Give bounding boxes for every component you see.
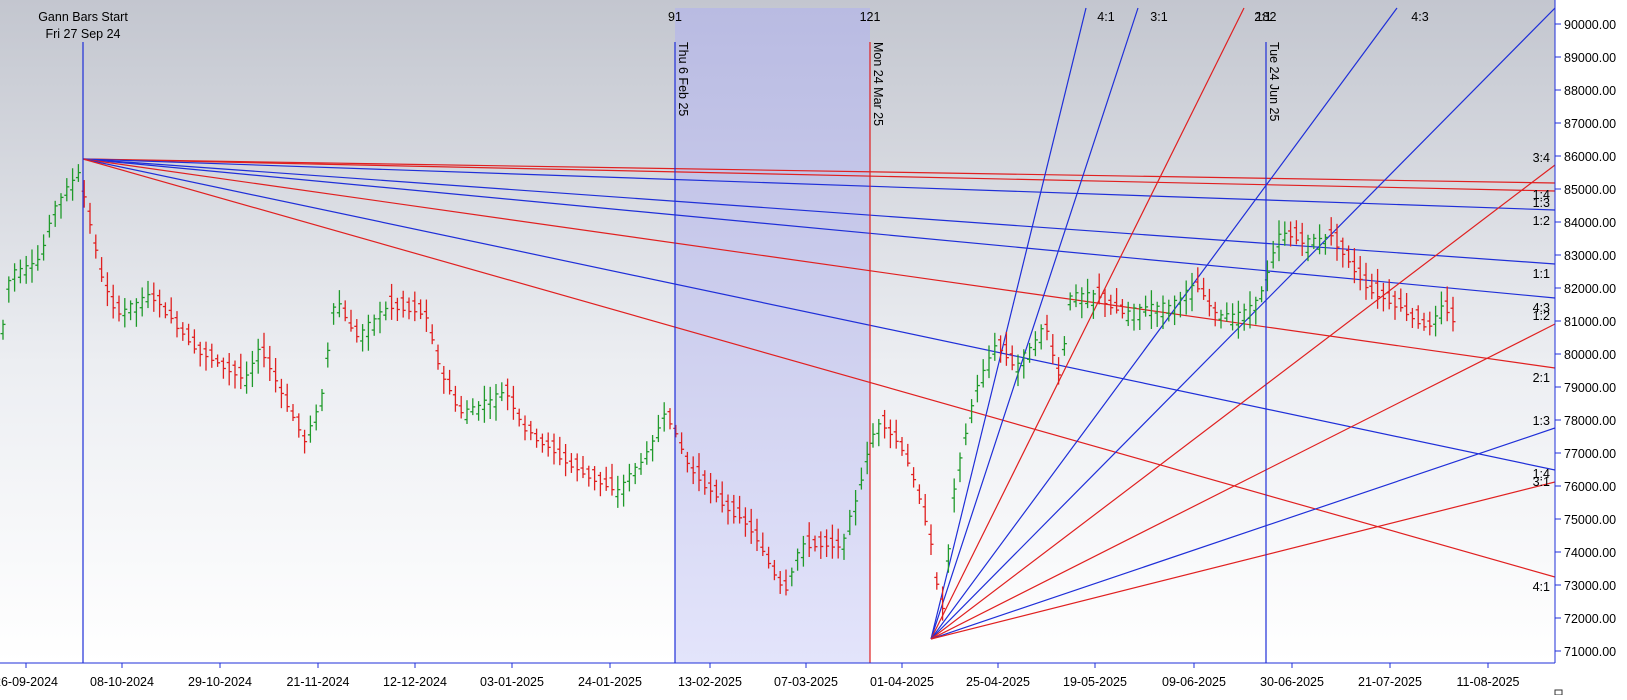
y-tick-label: 74000.00 bbox=[1564, 546, 1616, 560]
marker-date: Tue 24 Jun 25 bbox=[1267, 42, 1281, 122]
fan-line-bottom bbox=[930, 7, 1555, 640]
fan-right-label: 4:1 bbox=[1533, 580, 1550, 594]
fan-right-label: 1:4 bbox=[1533, 467, 1550, 481]
y-tick-label: 77000.00 bbox=[1564, 447, 1616, 461]
y-tick-label: 86000.00 bbox=[1564, 150, 1616, 164]
x-tick-label: 01-04-2025 bbox=[870, 675, 934, 689]
x-axis: 26-09-2024 08-10-2024 29-10-2024 21-11-2024… bbox=[0, 663, 1520, 689]
y-tick-label: 82000.00 bbox=[1564, 282, 1616, 296]
fan-line-top bbox=[82, 158, 1555, 184]
start-marker-title: Gann Bars Start bbox=[38, 10, 128, 24]
x-axis-panel bbox=[0, 663, 1627, 695]
gann-fan-lines bbox=[82, 7, 1555, 640]
fan-top-label: 4:1 bbox=[1097, 10, 1114, 24]
fan-top-label: 2:1 bbox=[1254, 10, 1271, 24]
y-tick-label: 85000.00 bbox=[1564, 183, 1616, 197]
start-marker-date: Fri 27 Sep 24 bbox=[45, 27, 120, 41]
y-tick-label: 78000.00 bbox=[1564, 414, 1616, 428]
y-tick-label: 73000.00 bbox=[1564, 579, 1616, 593]
y-axis: 90000.00 89000.00 88000.00 87000.00 86000.00… bbox=[1555, 18, 1616, 659]
fan-right-label: 3:4 bbox=[1533, 151, 1550, 165]
x-tick-label: 13-02-2025 bbox=[678, 675, 742, 689]
marker-count: 182 bbox=[1256, 10, 1277, 24]
fan-line-top bbox=[82, 158, 1555, 299]
fan-line-bottom bbox=[930, 164, 1555, 640]
y-tick-label: 80000.00 bbox=[1564, 348, 1616, 362]
x-tick-label: 03-01-2025 bbox=[480, 675, 544, 689]
y-tick-label: 83000.00 bbox=[1564, 249, 1616, 263]
y-tick-label: 75000.00 bbox=[1564, 513, 1616, 527]
fan-line-bottom bbox=[930, 481, 1555, 640]
fan-line-bottom bbox=[930, 7, 1245, 640]
fan-line-top bbox=[82, 158, 1555, 211]
fan-line-top bbox=[82, 158, 1555, 471]
marker-date: Thu 6 Feb 25 bbox=[676, 42, 690, 116]
fan-right-label: 4:3 bbox=[1533, 301, 1550, 315]
fan-right-label: 1:2 bbox=[1533, 214, 1550, 228]
x-tick-label: 19-05-2025 bbox=[1063, 675, 1127, 689]
y-tick-label: 81000.00 bbox=[1564, 315, 1616, 329]
fan-right-label: 3:1 bbox=[1533, 475, 1550, 489]
x-tick-label: 30-06-2025 bbox=[1260, 675, 1324, 689]
x-tick-label: 11-08-2025 bbox=[1456, 675, 1519, 689]
y-tick-label: 72000.00 bbox=[1564, 612, 1616, 626]
fan-right-label: 1:3 bbox=[1533, 196, 1550, 210]
x-tick-label: 21-07-2025 bbox=[1358, 675, 1422, 689]
y-tick-label: 87000.00 bbox=[1564, 117, 1616, 131]
chart-labels: Gann Bars Start Fri 27 Sep 24 91 Thu 6 Feb … bbox=[38, 10, 1550, 594]
y-tick-label: 79000.00 bbox=[1564, 381, 1616, 395]
x-tick-label: 09-06-2025 bbox=[1162, 675, 1226, 689]
fan-line-bottom bbox=[930, 7, 1087, 640]
marker-count: 121 bbox=[860, 10, 881, 24]
fan-line-bottom bbox=[930, 7, 1139, 640]
x-tick-label: 29-10-2024 bbox=[188, 675, 252, 689]
fan-right-label: 1:3 bbox=[1533, 414, 1550, 428]
marker-count: 91 bbox=[668, 10, 682, 24]
x-tick-label: 21-11-2024 bbox=[286, 675, 349, 689]
marker-date: Mon 24 Mar 25 bbox=[871, 42, 885, 126]
time-markers bbox=[82, 42, 1267, 663]
y-axis-panel bbox=[1555, 0, 1627, 695]
y-tick-label: 89000.00 bbox=[1564, 51, 1616, 65]
fan-line-top bbox=[82, 158, 1555, 192]
fan-right-label: 1:2 bbox=[1533, 309, 1550, 323]
fan-top-label: 4:3 bbox=[1411, 10, 1428, 24]
y-tick-label: 88000.00 bbox=[1564, 84, 1616, 98]
x-tick-label: 24-01-2025 bbox=[578, 675, 642, 689]
fan-line-bottom bbox=[930, 427, 1555, 640]
fan-right-label: 1:4 bbox=[1533, 188, 1550, 202]
fan-right-label: 2:1 bbox=[1533, 371, 1550, 385]
fan-top-label: 3:1 bbox=[1150, 10, 1167, 24]
x-tick-label: 12-12-2024 bbox=[383, 675, 447, 689]
y-tick-label: 90000.00 bbox=[1564, 18, 1616, 32]
x-tick-label: 08-10-2024 bbox=[90, 675, 154, 689]
fan-line-top bbox=[82, 158, 1555, 265]
fan-line-top bbox=[82, 158, 1555, 578]
y-tick-label: 71000.00 bbox=[1564, 645, 1616, 659]
fan-line-top bbox=[82, 158, 1555, 369]
ohlc-bars bbox=[0, 164, 1456, 621]
y-tick-label: 84000.00 bbox=[1564, 216, 1616, 230]
fan-right-label: 1:1 bbox=[1533, 267, 1550, 281]
fan-line-bottom bbox=[930, 323, 1555, 640]
time-window-shade bbox=[675, 8, 870, 663]
x-tick-label: 25-04-2025 bbox=[966, 675, 1030, 689]
x-tick-label: 26-09-2024 bbox=[0, 675, 58, 689]
x-tick-label: 07-03-2025 bbox=[774, 675, 838, 689]
fan-line-bottom bbox=[930, 7, 1398, 640]
y-tick-label: 76000.00 bbox=[1564, 480, 1616, 494]
